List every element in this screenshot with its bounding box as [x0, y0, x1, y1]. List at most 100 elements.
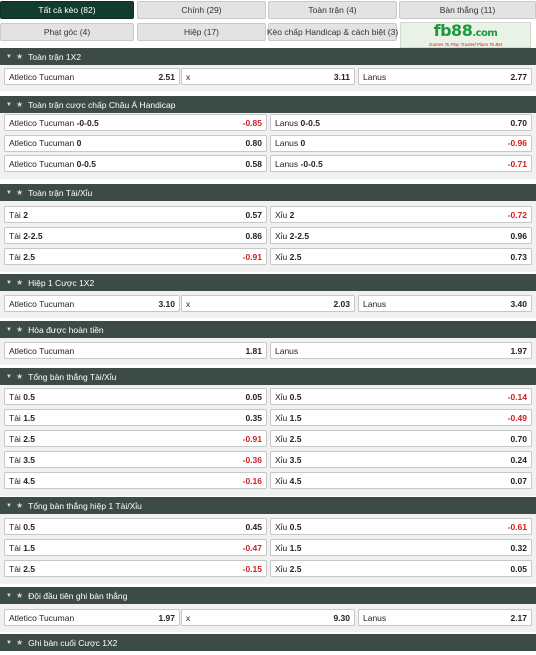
odds-row: Atletico Tucuman 1.97 x 9.30 Lanus 2.17: [0, 609, 536, 626]
odds-cell[interactable]: Tài 0.5 0.05: [4, 388, 267, 405]
odds-cell[interactable]: Lanus -0-0.5 -0.71: [270, 155, 532, 172]
star-icon[interactable]: ★: [15, 591, 24, 600]
section-header[interactable]: ▼ ★ Hòa được hoàn tiền: [0, 321, 536, 338]
selection-label: Lanus: [363, 299, 386, 309]
odds-value: 0.24: [510, 454, 527, 465]
selection-name: Atletico Tucuman: [9, 298, 75, 309]
star-icon[interactable]: ★: [15, 188, 24, 197]
odds-cell[interactable]: Xỉu 2.5 0.73: [270, 248, 532, 265]
star-icon[interactable]: ★: [15, 100, 24, 109]
odds-cell[interactable]: x 9.30: [181, 609, 355, 626]
odds-cell[interactable]: Xỉu 2 -0.72: [270, 206, 532, 223]
odds-cell[interactable]: Xỉu 3.5 0.24: [270, 451, 532, 468]
odds-cell[interactable]: Xỉu 4.5 0.07: [270, 472, 532, 489]
selection-name: Tài: [9, 454, 21, 465]
odds-cell[interactable]: Lanus 2.17: [358, 609, 532, 626]
section-header[interactable]: ▼ ★ Toàn trận cược chấp Châu Á Handicap: [0, 96, 536, 113]
odds-cell[interactable]: Tài 2.5 -0.15: [4, 560, 267, 577]
odds-cell[interactable]: Atletico Tucuman 2.51: [4, 68, 180, 85]
odds-cell[interactable]: Atletico Tucuman 1.81: [4, 342, 267, 359]
odds-cell[interactable]: Xỉu 1.5 0.32: [270, 539, 532, 556]
odds-cell[interactable]: Lanus 1.97: [270, 342, 532, 359]
tab-1[interactable]: Chính (29): [137, 1, 266, 19]
chevron-down-icon[interactable]: ▼: [6, 326, 12, 333]
section-header[interactable]: ▼ ★ Toàn trận Tài/Xỉu: [0, 184, 536, 201]
chevron-down-icon[interactable]: ▼: [6, 279, 12, 286]
odds-value: -0.36: [242, 454, 262, 465]
odds-cell[interactable]: Xỉu 2-2.5 0.96: [270, 227, 532, 244]
odds-cell[interactable]: Lanus 2.77: [358, 68, 532, 85]
market-tabs: Tất cả kèo (82) Chính (29) Toàn trận (4) Bà…: [0, 0, 536, 44]
tab-2[interactable]: Toàn trận (4): [268, 1, 397, 19]
odds-value: -0.14: [507, 391, 527, 402]
odds-row: Atletico Tucuman 2.51 x 3.11 Lanus 2.77: [0, 68, 536, 85]
section-header[interactable]: ▼ ★ Ghi bàn cuối Cược 1X2: [0, 634, 536, 651]
section-header[interactable]: ▼ ★ Hiệp 1 Cược 1X2: [0, 274, 536, 291]
selection-name: Tài: [9, 475, 21, 486]
section-header[interactable]: ▼ ★ Đội đầu tiên ghi bàn thắng: [0, 587, 536, 604]
odds-cell[interactable]: Xỉu 0.5 -0.14: [270, 388, 532, 405]
chevron-down-icon[interactable]: ▼: [6, 101, 12, 108]
selection-label: Atletico Tucuman: [9, 72, 74, 82]
odds-cell[interactable]: Lanus 3.40: [358, 295, 532, 312]
chevron-down-icon[interactable]: ▼: [6, 639, 12, 646]
tab-0[interactable]: Tất cả kèo (82): [0, 1, 134, 19]
tab-5[interactable]: Hiệp (17): [137, 23, 266, 41]
odds-cell[interactable]: Xỉu 0.5 -0.61: [270, 518, 532, 535]
odds-cell[interactable]: Xỉu 1.5 -0.49: [270, 409, 532, 426]
selection-label: Lanus: [363, 613, 386, 623]
odds-cell[interactable]: Atletico Tucuman 0-0.5 0.58: [4, 155, 267, 172]
odds-cell[interactable]: x 3.11: [181, 68, 355, 85]
odds-cell[interactable]: Atletico Tucuman 3.10: [4, 295, 180, 312]
odds-cell[interactable]: Atletico Tucuman 1.97: [4, 609, 180, 626]
odds-value: 3.40: [510, 298, 527, 309]
tab-4[interactable]: Phạt góc (4): [0, 23, 134, 41]
chevron-down-icon[interactable]: ▼: [6, 373, 12, 380]
star-icon[interactable]: ★: [15, 638, 24, 647]
star-icon[interactable]: ★: [15, 278, 24, 287]
odds-row: Tài 2.5 -0.15 Xỉu 2.5 0.05: [0, 560, 536, 577]
odds-cell[interactable]: Atletico Tucuman -0-0.5 -0.85: [4, 114, 267, 131]
odds-row: Tài 1.5 0.35 Xỉu 1.5 -0.49: [0, 409, 536, 426]
odds-cell[interactable]: Tài 2-2.5 0.86: [4, 227, 267, 244]
section-header[interactable]: ▼ ★ Toàn trận 1X2: [0, 48, 536, 65]
tab-6[interactable]: Kèo chấp Handicap & cách biệt (3): [267, 23, 398, 41]
star-icon[interactable]: ★: [15, 372, 24, 381]
chevron-down-icon[interactable]: ▼: [6, 592, 12, 599]
odds-value: 0.86: [245, 230, 262, 241]
odds-cell[interactable]: Lanus 0 -0.96: [270, 134, 532, 152]
odds-cell[interactable]: Tài 2.5 -0.91: [4, 248, 267, 265]
chevron-down-icon[interactable]: ▼: [6, 53, 12, 60]
star-icon[interactable]: ★: [15, 325, 24, 334]
odds-value: 0.35: [245, 412, 262, 423]
odds-cell[interactable]: Xỉu 2.5 0.70: [270, 430, 532, 447]
odds-cell[interactable]: Tài 2.5 -0.91: [4, 430, 267, 447]
odds-cell[interactable]: Xỉu 2.5 0.05: [270, 560, 532, 577]
selection-label: x: [186, 72, 190, 82]
odds-cell[interactable]: x 2.03: [181, 295, 355, 312]
odds-cell[interactable]: Tài 1.5 0.35: [4, 409, 267, 426]
odds-cell[interactable]: Tài 0.5 0.45: [4, 518, 267, 535]
odds-value: 1.97: [510, 345, 527, 356]
odds-cell[interactable]: Atletico Tucuman 0 0.80: [4, 134, 267, 152]
chevron-down-icon[interactable]: ▼: [6, 502, 12, 509]
chevron-down-icon[interactable]: ▼: [6, 189, 12, 196]
odds-cell[interactable]: Tài 3.5 -0.36: [4, 451, 267, 468]
odds-cell[interactable]: Tài 2 0.57: [4, 206, 267, 223]
fb88-logo[interactable]: fb88.com Games To Play Trusted Place To …: [400, 22, 531, 48]
selection-label: Xỉu 1.5: [275, 413, 302, 423]
section-header[interactable]: ▼ ★ Tổng bàn thắng hiệp 1 Tài/Xỉu: [0, 497, 536, 514]
selection-label: Lanus 0: [275, 138, 305, 148]
odds-cell[interactable]: Lanus 0-0.5 0.70: [270, 114, 532, 131]
section-header[interactable]: ▼ ★ Tổng bàn thắng Tài/Xỉu: [0, 368, 536, 385]
handicap-line: -0-0.5: [76, 117, 99, 128]
star-icon[interactable]: ★: [15, 52, 24, 61]
tab-3[interactable]: Bàn thắng (11): [399, 1, 536, 19]
odds-value: 0.80: [245, 138, 262, 148]
odds-value: -0.61: [507, 521, 527, 532]
odds-cell[interactable]: Tài 1.5 -0.47: [4, 539, 267, 556]
handicap-line: 2.5: [23, 433, 36, 444]
odds-cell[interactable]: Tài 4.5 -0.16: [4, 472, 267, 489]
star-icon[interactable]: ★: [15, 501, 24, 510]
odds-value: -0.16: [242, 475, 262, 486]
